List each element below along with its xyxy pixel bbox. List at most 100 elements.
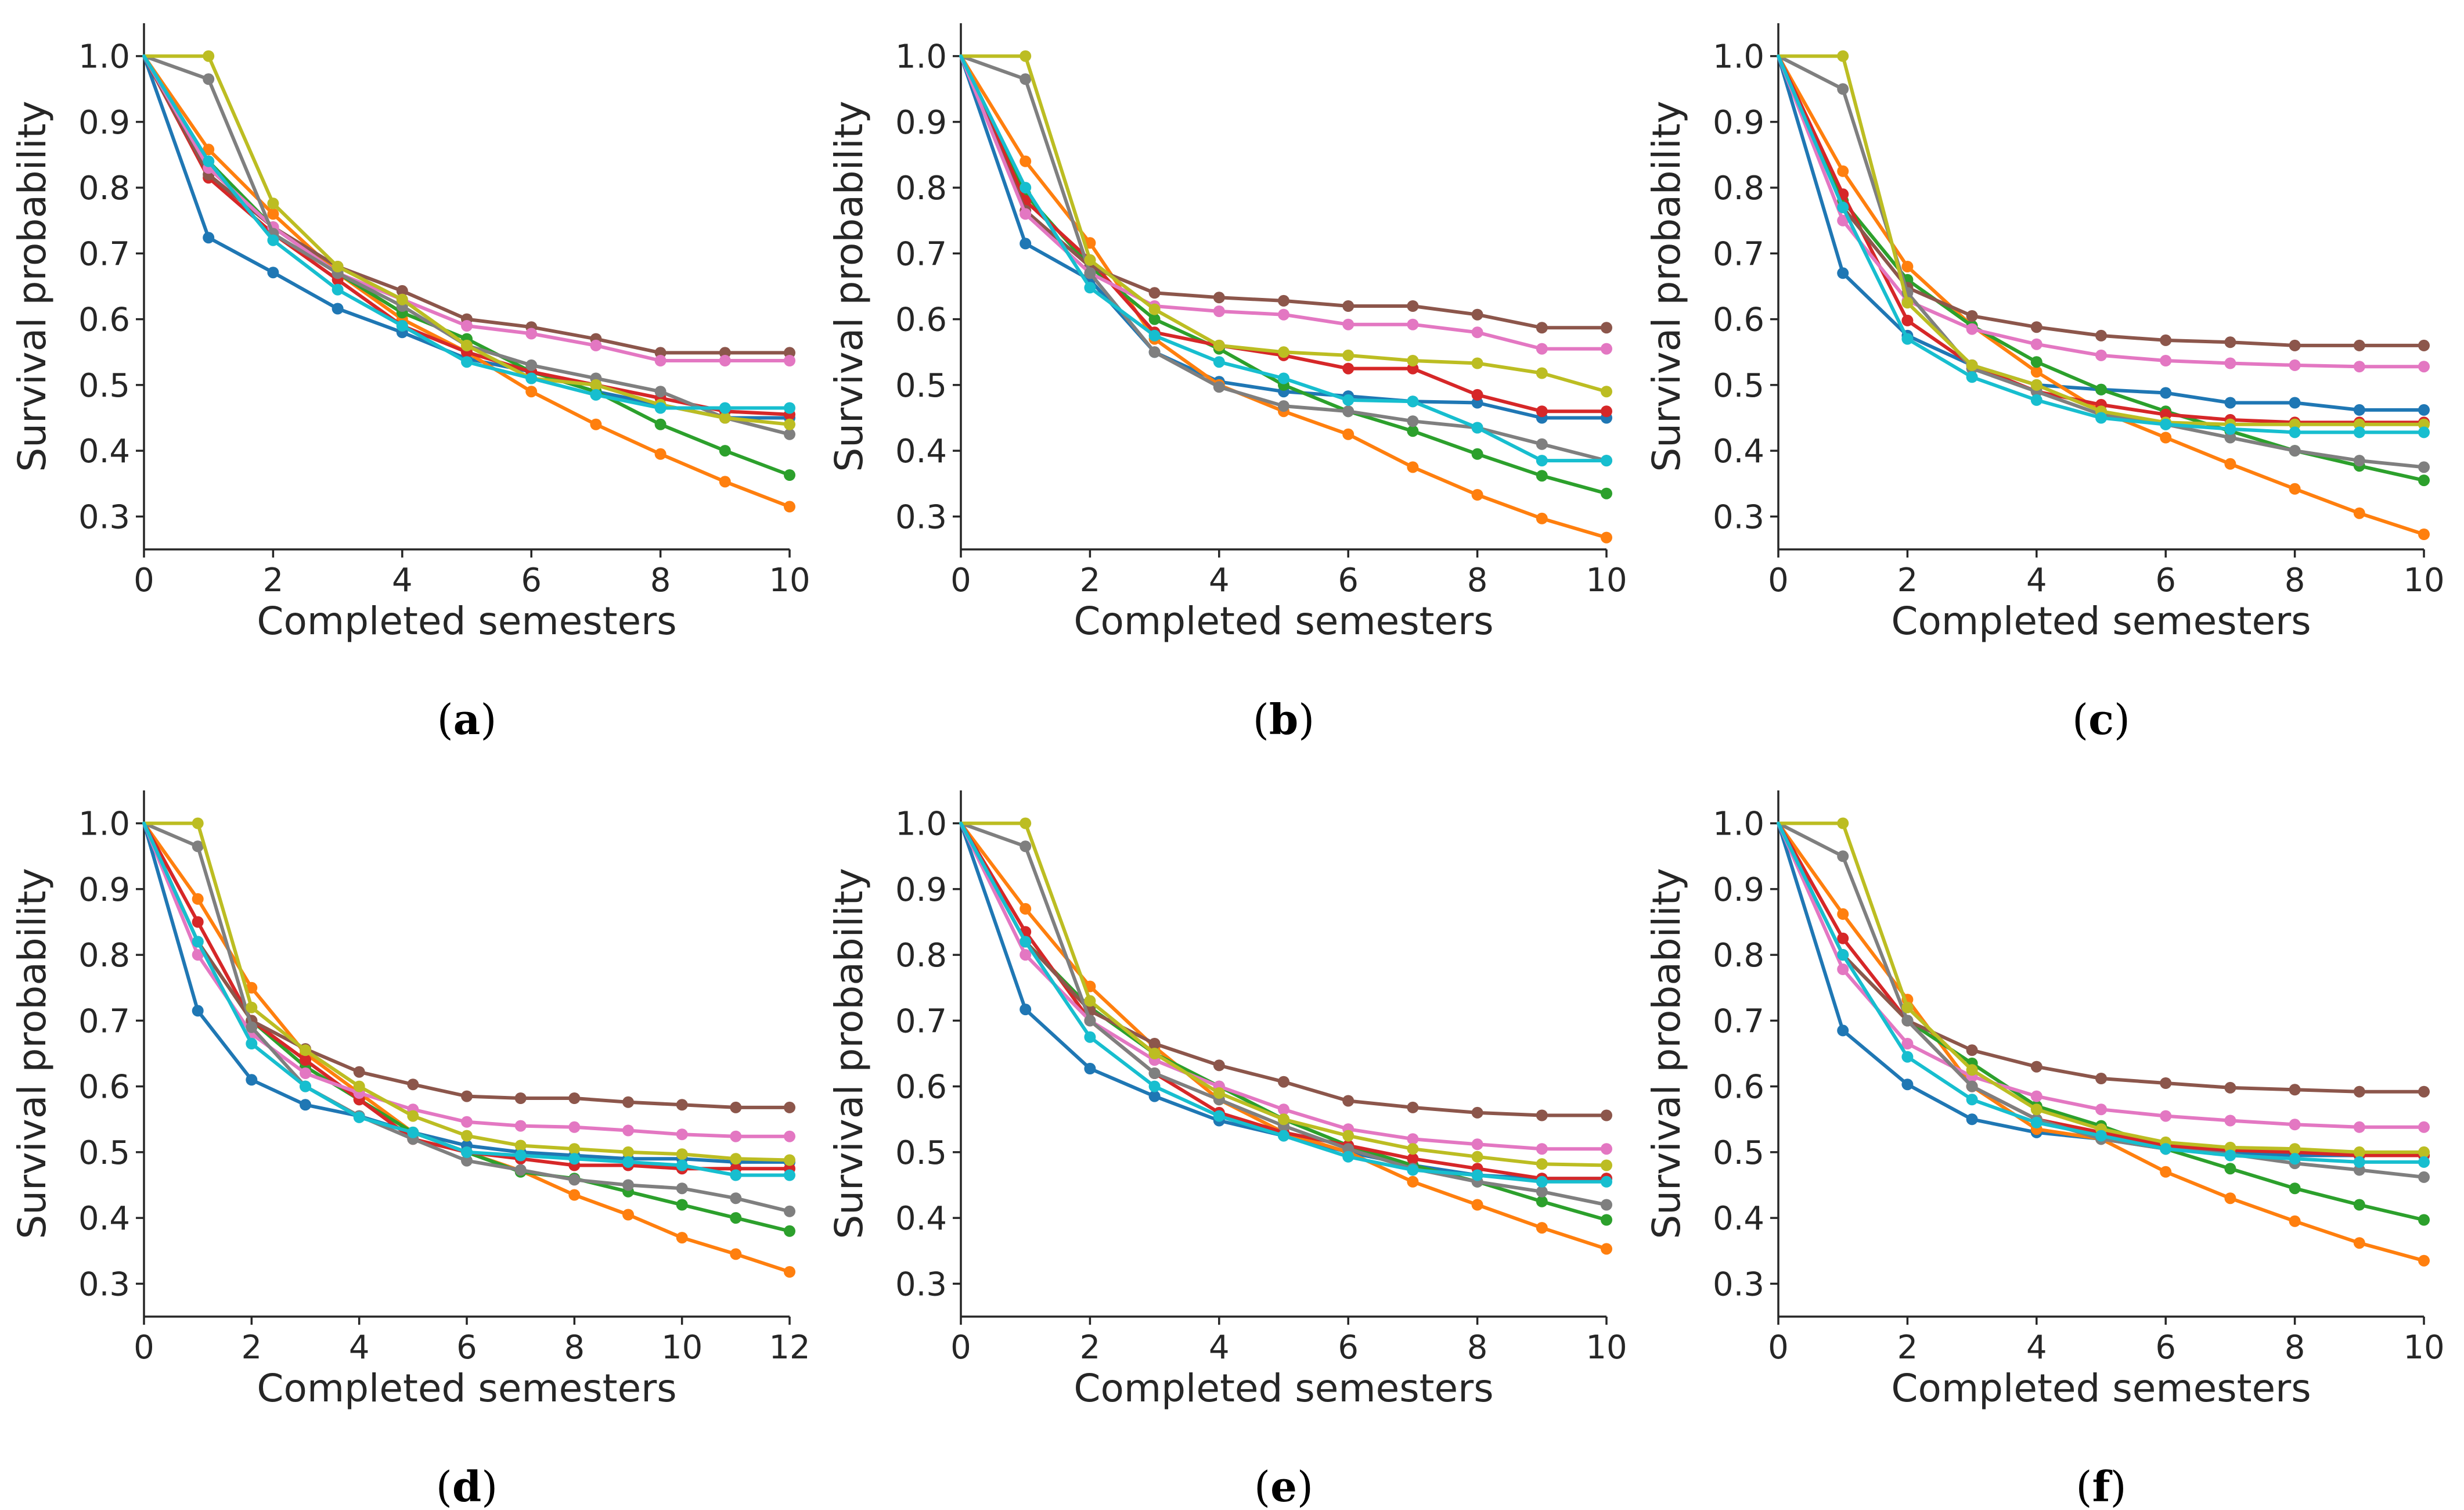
data-point-blue bbox=[2289, 397, 2301, 409]
data-point-pink bbox=[1020, 949, 1032, 961]
y-axis-label: Survival probability bbox=[10, 100, 55, 472]
data-point-gray bbox=[2289, 445, 2301, 457]
data-point-olive bbox=[1837, 50, 1849, 62]
panel-label: (b) bbox=[1253, 695, 1315, 744]
data-point-cyan bbox=[1601, 455, 1612, 467]
data-point-olive bbox=[1966, 359, 1978, 371]
data-point-olive bbox=[2353, 1146, 2365, 1158]
data-point-cyan bbox=[407, 1126, 419, 1138]
data-point-olive bbox=[353, 1080, 365, 1092]
data-point-pink bbox=[1278, 1103, 1289, 1116]
y-tick-label: 0.8 bbox=[78, 170, 130, 207]
y-tick-label: 0.5 bbox=[78, 367, 130, 405]
x-tick-label: 6 bbox=[456, 1329, 477, 1367]
data-point-cyan bbox=[1471, 422, 1483, 434]
data-point-olive bbox=[2418, 1146, 2430, 1158]
data-point-pink bbox=[192, 949, 204, 961]
data-point-olive bbox=[2030, 1103, 2042, 1116]
data-point-cyan bbox=[2030, 1116, 2042, 1128]
data-point-green bbox=[2353, 1199, 2365, 1211]
data-point-orange bbox=[1837, 908, 1849, 920]
data-point-red bbox=[1471, 389, 1483, 401]
y-tick-label: 0.7 bbox=[78, 1002, 130, 1040]
data-point-gray bbox=[784, 428, 795, 440]
series-line-orange bbox=[1777, 54, 2426, 536]
data-point-cyan bbox=[1966, 1094, 1978, 1106]
data-point-brown bbox=[1342, 300, 1355, 312]
y-tick-label: 0.4 bbox=[78, 1200, 130, 1238]
data-point-pink bbox=[1837, 963, 1849, 975]
data-point-orange bbox=[1601, 531, 1612, 544]
chart-e: 0.3 0.4 0.5 0.6 0.7 0.8 0.9 1.0 0 2 4 6 8 10 Completed… bbox=[827, 790, 1627, 1510]
y-tick-label: 0.3 bbox=[895, 1265, 947, 1303]
data-point-gray bbox=[2418, 461, 2430, 473]
data-point-orange bbox=[2160, 432, 2172, 444]
data-point-olive bbox=[622, 1146, 634, 1158]
data-point-pink bbox=[2160, 1110, 2172, 1122]
data-point-pink bbox=[784, 1130, 795, 1142]
data-point-brown bbox=[1407, 300, 1419, 312]
y-axis-label: Survival probability bbox=[1644, 100, 1689, 472]
x-tick-label: 8 bbox=[1467, 562, 1488, 599]
y-tick-label: 0.9 bbox=[1713, 104, 1764, 142]
data-point-brown bbox=[396, 285, 408, 297]
data-point-olive bbox=[719, 412, 731, 424]
data-point-olive bbox=[203, 50, 215, 62]
data-point-pink bbox=[2095, 349, 2107, 361]
data-point-olive bbox=[2030, 379, 2042, 391]
data-point-olive bbox=[1407, 355, 1419, 366]
data-point-olive bbox=[461, 1130, 473, 1142]
data-point-gray bbox=[1837, 83, 1849, 95]
data-point-brown bbox=[622, 1096, 634, 1108]
data-point-green bbox=[1536, 470, 1548, 482]
data-point-blue bbox=[300, 1099, 311, 1111]
data-point-olive bbox=[1901, 297, 1914, 309]
y-tick-label: 1.0 bbox=[895, 38, 947, 76]
data-point-gray bbox=[1213, 381, 1225, 393]
data-point-blue bbox=[1966, 1113, 1978, 1126]
data-point-cyan bbox=[525, 372, 538, 384]
data-point-olive bbox=[300, 1044, 311, 1056]
data-point-cyan bbox=[2030, 394, 2042, 406]
y-tick-label: 0.5 bbox=[895, 1134, 947, 1172]
data-point-pink bbox=[676, 1128, 688, 1141]
data-point-olive bbox=[784, 1154, 795, 1166]
x-axis-label: Completed semesters bbox=[1891, 599, 2311, 643]
y-tick-label: 0.9 bbox=[78, 104, 130, 142]
data-point-brown bbox=[2224, 336, 2236, 348]
y-axis-label: Survival probability bbox=[827, 868, 871, 1239]
data-point-olive bbox=[192, 817, 204, 829]
data-point-pink bbox=[1407, 318, 1419, 330]
data-point-pink bbox=[784, 355, 795, 366]
data-point-olive bbox=[1601, 1159, 1612, 1171]
y-tick-label: 0.6 bbox=[1713, 1069, 1764, 1106]
data-point-pink bbox=[1536, 1143, 1548, 1155]
data-point-pink bbox=[461, 320, 473, 332]
data-point-cyan bbox=[2224, 1149, 2236, 1162]
data-point-brown bbox=[2095, 1073, 2107, 1084]
data-point-cyan bbox=[1536, 455, 1548, 467]
data-point-green bbox=[719, 445, 731, 457]
data-point-olive bbox=[1837, 817, 1849, 829]
data-point-cyan bbox=[1020, 936, 1032, 948]
data-point-pink bbox=[2095, 1103, 2107, 1116]
data-point-pink bbox=[622, 1124, 634, 1137]
data-point-gray bbox=[1148, 1067, 1161, 1079]
data-point-brown bbox=[2289, 339, 2301, 351]
data-point-cyan bbox=[192, 936, 204, 948]
data-point-pink bbox=[2224, 1114, 2236, 1127]
data-point-gray bbox=[1148, 346, 1161, 358]
data-point-pink bbox=[2030, 338, 2042, 350]
data-point-pink bbox=[1901, 1038, 1914, 1049]
x-tick-label: 10 bbox=[2403, 1329, 2444, 1367]
data-point-orange bbox=[2289, 483, 2301, 495]
data-point-green bbox=[2418, 1214, 2430, 1226]
data-point-olive bbox=[676, 1148, 688, 1160]
y-tick-label: 0.4 bbox=[78, 433, 130, 470]
x-tick-label: 8 bbox=[1467, 1329, 1488, 1367]
y-tick-label: 0.4 bbox=[895, 1200, 947, 1238]
data-point-olive bbox=[267, 197, 279, 210]
x-tick-label: 8 bbox=[2285, 562, 2306, 599]
data-point-orange bbox=[1536, 512, 1548, 524]
data-point-blue bbox=[2160, 387, 2172, 399]
